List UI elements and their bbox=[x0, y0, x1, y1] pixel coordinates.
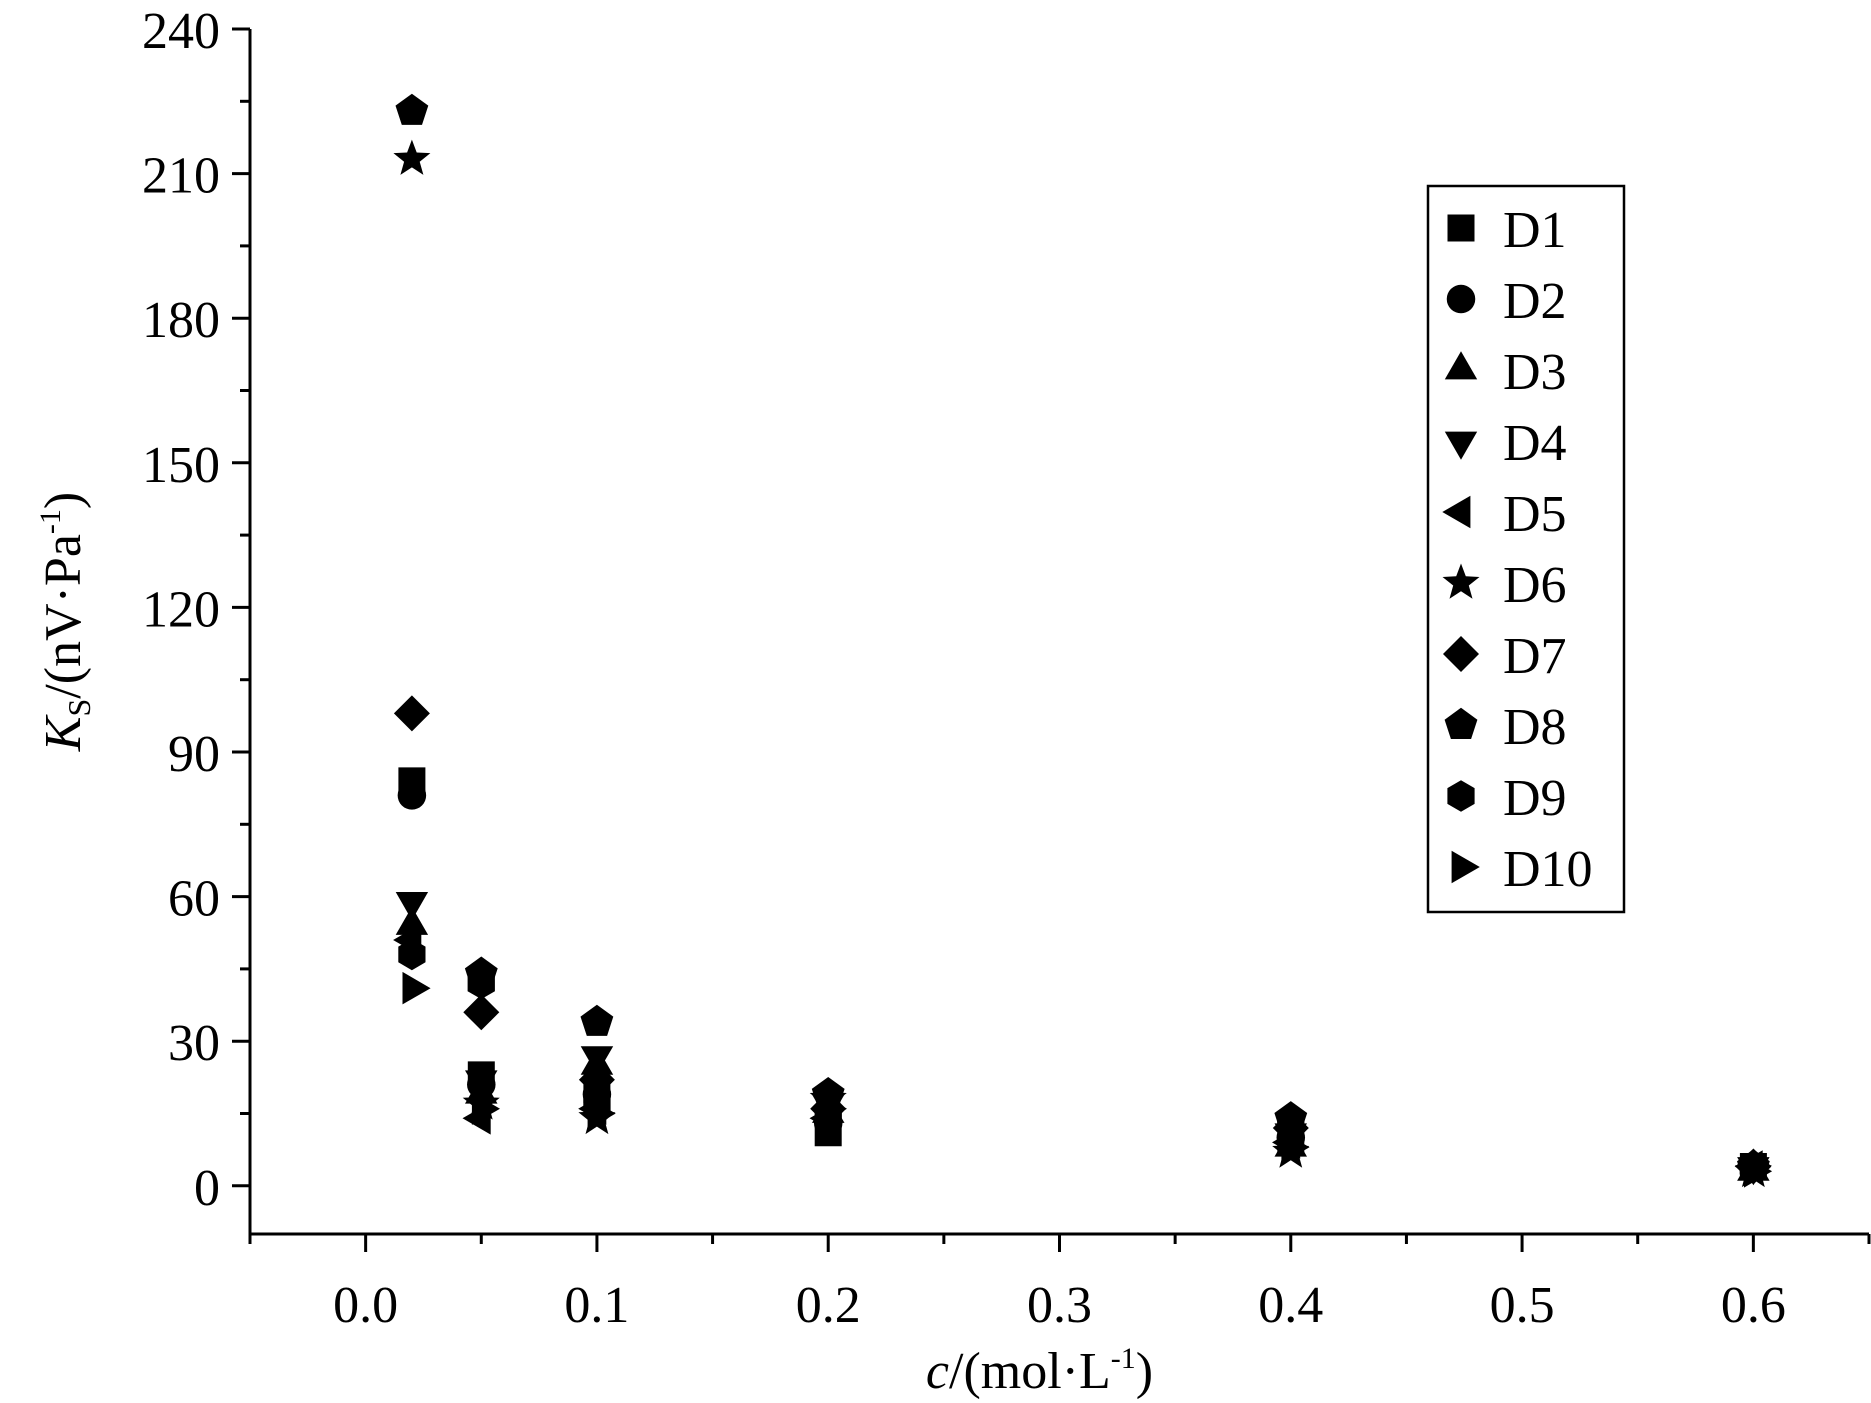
data-points bbox=[393, 93, 1773, 1188]
point-d6 bbox=[393, 139, 431, 175]
point-d10 bbox=[1744, 1155, 1773, 1188]
axis-labels: c/(mol·L-1) KS/(nV·Pa-1) bbox=[34, 492, 1153, 1400]
y-axis-label: KS/(nV·Pa-1) bbox=[34, 492, 97, 752]
legend-marker-d4 bbox=[1444, 431, 1478, 460]
y-tick-label: 30 bbox=[168, 1015, 220, 1072]
legend-marker-d1 bbox=[1447, 214, 1475, 242]
x-tick-label: 0.5 bbox=[1490, 1277, 1555, 1334]
y-tick-label: 0 bbox=[194, 1160, 220, 1217]
x-axis-label: c/(mol·L-1) bbox=[926, 1342, 1153, 1400]
x-tick-label: 0.1 bbox=[564, 1277, 629, 1334]
point-d9 bbox=[467, 967, 495, 1000]
point-d8 bbox=[395, 93, 429, 125]
legend-label-d5: D5 bbox=[1503, 486, 1567, 543]
point-d7 bbox=[578, 1061, 615, 1098]
point-d4 bbox=[465, 1070, 498, 1099]
y-tick-label: 240 bbox=[142, 3, 220, 60]
legend-marker-d7 bbox=[1443, 636, 1479, 672]
legend-marker-d5 bbox=[1442, 495, 1471, 529]
point-d8 bbox=[580, 1004, 614, 1036]
ticks: 0 30 60 90 120 150 180 210 240 0.0 0.1 0.2 0.3 0.4 0.5… bbox=[142, 3, 1871, 1334]
legend-label-d4: D4 bbox=[1503, 415, 1567, 472]
axes bbox=[248, 29, 1869, 1236]
legend-label-d6: D6 bbox=[1503, 557, 1567, 614]
point-d2 bbox=[397, 781, 427, 810]
legend-marker-d2 bbox=[1446, 284, 1476, 314]
point-d10 bbox=[471, 1092, 500, 1125]
legend-label-d1: D1 bbox=[1503, 202, 1567, 259]
y-tick-label: 90 bbox=[168, 726, 220, 783]
x-tick-label: 0.2 bbox=[796, 1277, 861, 1334]
y-tick-label: 150 bbox=[142, 437, 220, 494]
legend-marker-d6 bbox=[1442, 563, 1480, 599]
x-tick-label: 0.6 bbox=[1721, 1277, 1786, 1334]
point-d10 bbox=[818, 1092, 847, 1125]
x-tick-label: 0.3 bbox=[1027, 1277, 1092, 1334]
legend-label-d10: D10 bbox=[1503, 841, 1593, 898]
y-tick-label: 180 bbox=[142, 292, 220, 349]
legend-label-d7: D7 bbox=[1503, 628, 1567, 685]
legend-label-d2: D2 bbox=[1503, 273, 1567, 330]
legend: D1 D2 D3 D4 D5 D6 D7 D8 D9 D10 bbox=[1426, 184, 1626, 914]
legend-label-d9: D9 bbox=[1503, 770, 1567, 827]
legend-marker-d10 bbox=[1451, 850, 1480, 884]
point-d7 bbox=[393, 695, 430, 732]
y-tick-label: 210 bbox=[142, 148, 220, 205]
legend-marker-d3 bbox=[1444, 351, 1478, 380]
point-d7 bbox=[463, 994, 500, 1031]
legend-label-d3: D3 bbox=[1503, 344, 1567, 401]
y-tick-label: 60 bbox=[168, 871, 220, 928]
point-d4 bbox=[580, 1046, 614, 1075]
point-d10 bbox=[402, 971, 431, 1005]
x-tick-label: 0.4 bbox=[1258, 1277, 1323, 1334]
point-d10 bbox=[587, 1097, 616, 1130]
x-tick-label: 0.0 bbox=[333, 1277, 398, 1334]
point-d9 bbox=[1277, 1107, 1305, 1139]
point-d9 bbox=[398, 938, 426, 971]
legend-marker-d8 bbox=[1444, 707, 1478, 739]
legend-marker-d9 bbox=[1447, 780, 1475, 812]
point-d4 bbox=[395, 892, 429, 921]
y-tick-label: 120 bbox=[142, 581, 220, 638]
legend-label-d8: D8 bbox=[1503, 699, 1567, 756]
point-d10 bbox=[1281, 1131, 1310, 1164]
